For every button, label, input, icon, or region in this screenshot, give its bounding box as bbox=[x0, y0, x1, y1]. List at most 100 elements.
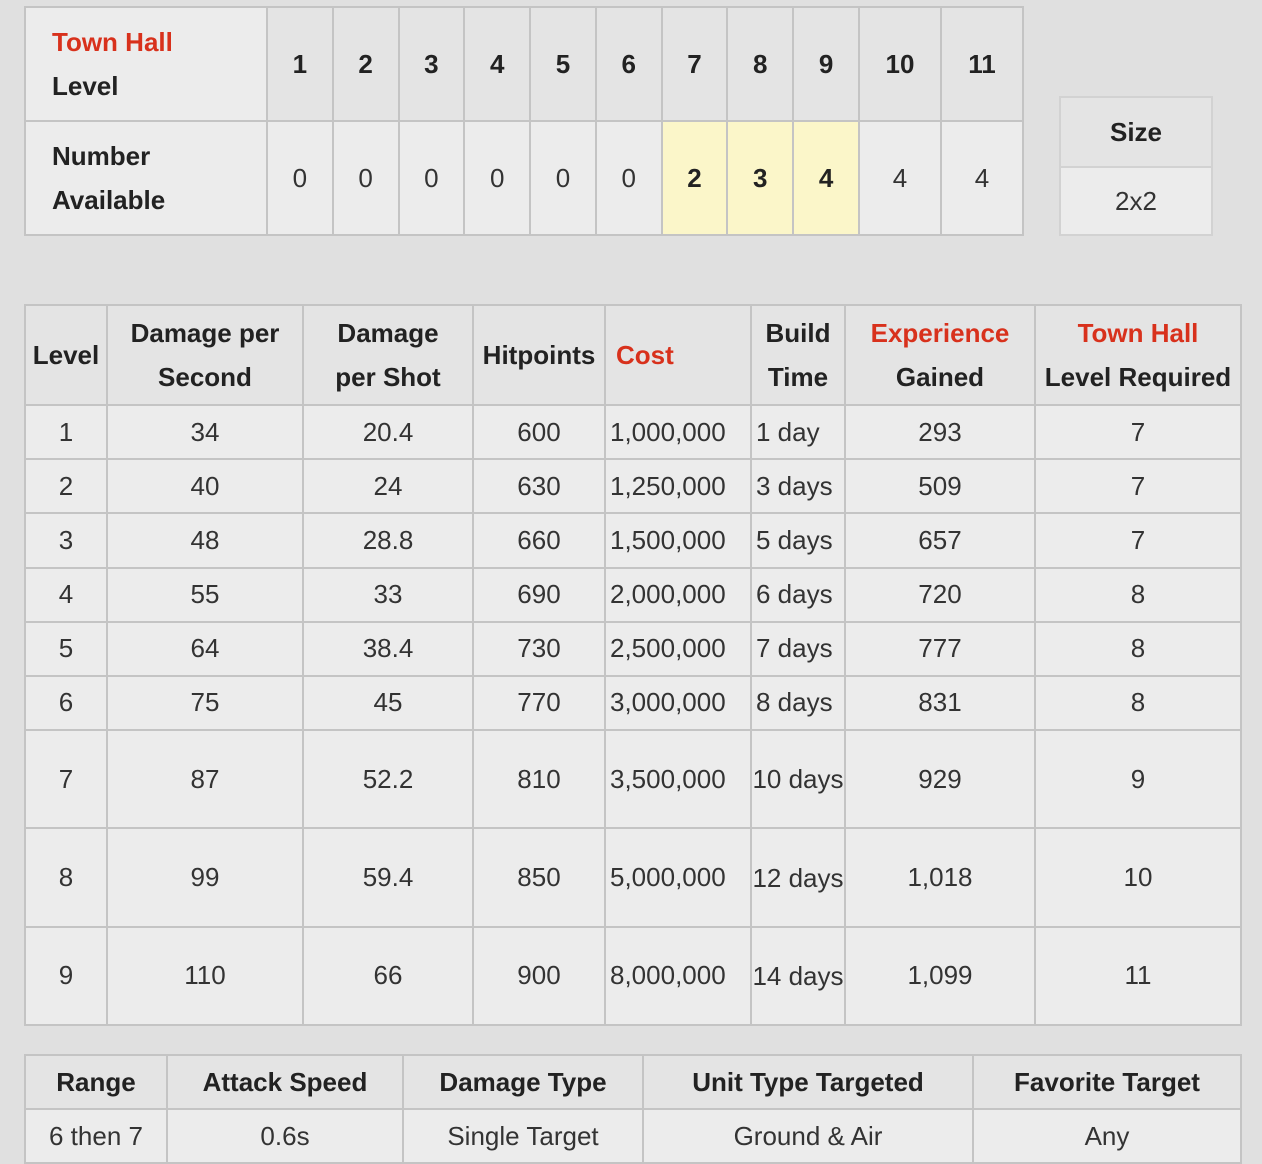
damage-per-shot-cell: 45 bbox=[302, 674, 474, 732]
count-cell: 0 bbox=[331, 120, 400, 236]
th-level-cell: 2 bbox=[331, 6, 400, 122]
town-hall-required-cell: 8 bbox=[1034, 674, 1242, 732]
hitpoints-cell: 630 bbox=[472, 458, 606, 515]
stats-header-row: Range Attack Speed Damage Type Unit Type… bbox=[24, 1054, 1242, 1110]
level-cell: 4 bbox=[24, 566, 108, 623]
build-time-cell: 1 day bbox=[750, 403, 846, 461]
count-cell-highlighted: 4 bbox=[792, 120, 860, 236]
level-label: Level bbox=[52, 71, 119, 101]
damage-per-shot-cell: 20.4 bbox=[302, 403, 474, 461]
col-range: Range bbox=[24, 1054, 168, 1110]
damage-per-shot-cell: 59.4 bbox=[302, 827, 474, 928]
level-cell: 6 bbox=[24, 674, 108, 732]
experience-cell: 1,099 bbox=[844, 925, 1036, 1027]
level-stats-table: Level Damage per Second Damage per Shot Hi… bbox=[24, 304, 1242, 1027]
level-row: 2 40 24 630 1,250,000 3 days 509 7 bbox=[24, 458, 1242, 515]
level-row: 5 64 38.4 730 2,500,000 7 days 777 8 bbox=[24, 620, 1242, 677]
col-build-time: Build Time bbox=[750, 304, 846, 406]
th-level-cell: 5 bbox=[529, 6, 597, 122]
damage-per-shot-cell: 52.2 bbox=[302, 729, 474, 830]
level-row: 3 48 28.8 660 1,500,000 5 days 657 7 bbox=[24, 512, 1242, 569]
count-cell: 0 bbox=[529, 120, 597, 236]
col-damage-type: Damage Type bbox=[402, 1054, 644, 1110]
town-hall-required-cell: 9 bbox=[1034, 729, 1242, 830]
level-cell: 5 bbox=[24, 620, 108, 677]
unit-type-targeted-value: Ground & Air bbox=[642, 1108, 974, 1164]
experience-cell: 293 bbox=[844, 403, 1036, 461]
dps-cell: 75 bbox=[106, 674, 304, 732]
build-time-cell: 3 days bbox=[750, 458, 846, 515]
dps-cell: 34 bbox=[106, 403, 304, 461]
damage-per-shot-cell: 66 bbox=[302, 925, 474, 1027]
hitpoints-cell: 810 bbox=[472, 729, 606, 830]
hitpoints-cell: 730 bbox=[472, 620, 606, 677]
experience-cell: 657 bbox=[844, 512, 1036, 569]
th-level-cell: 3 bbox=[397, 6, 466, 122]
experience-cell: 1,018 bbox=[844, 827, 1036, 928]
town-hall-required-cell: 10 bbox=[1034, 827, 1242, 928]
damage-per-shot-cell: 28.8 bbox=[302, 512, 474, 569]
hitpoints-cell: 770 bbox=[472, 674, 606, 732]
range-value: 6 then 7 bbox=[24, 1108, 168, 1164]
number-available-label: Number Available bbox=[24, 120, 268, 236]
count-cell: 0 bbox=[594, 120, 663, 236]
col-level: Level bbox=[24, 304, 108, 406]
count-cell-highlighted: 2 bbox=[660, 120, 729, 236]
town-hall-level-label: Town Hall Level bbox=[24, 6, 268, 122]
attack-speed-value: 0.6s bbox=[166, 1108, 404, 1164]
dps-cell: 99 bbox=[106, 827, 304, 928]
availability-count-row: Number Available 0 0 0 0 0 0 2 3 4 4 4 bbox=[24, 120, 1024, 236]
level-row: 7 87 52.2 810 3,500,000 10 days 929 9 bbox=[24, 729, 1242, 830]
col-hitpoints: Hitpoints bbox=[472, 304, 606, 406]
experience-cell: 929 bbox=[844, 729, 1036, 830]
cost-cell: 1,500,000 bbox=[604, 512, 752, 569]
damage-per-shot-cell: 38.4 bbox=[302, 620, 474, 677]
size-value: 2x2 bbox=[1059, 166, 1213, 236]
level-cell: 3 bbox=[24, 512, 108, 569]
attack-stats-table: Range Attack Speed Damage Type Unit Type… bbox=[24, 1054, 1242, 1164]
cost-cell: 1,000,000 bbox=[604, 403, 752, 461]
damage-per-shot-cell: 24 bbox=[302, 458, 474, 515]
dps-cell: 87 bbox=[106, 729, 304, 830]
col-unit-type-targeted: Unit Type Targeted bbox=[642, 1054, 974, 1110]
build-time-cell: 8 days bbox=[750, 674, 846, 732]
stats-value-row: 6 then 7 0.6s Single Target Ground & Air… bbox=[24, 1108, 1242, 1164]
col-experience: Experience Gained bbox=[844, 304, 1036, 406]
th-level-cell: 11 bbox=[940, 6, 1024, 122]
th-level-cell: 6 bbox=[594, 6, 663, 122]
hitpoints-cell: 600 bbox=[472, 403, 606, 461]
count-cell-highlighted: 3 bbox=[726, 120, 795, 236]
count-cell: 0 bbox=[266, 120, 334, 236]
town-hall-required-cell: 8 bbox=[1034, 566, 1242, 623]
availability-level-row: Town Hall Level 1 2 3 4 5 6 7 8 9 10 11 bbox=[24, 6, 1024, 122]
count-cell: 4 bbox=[858, 120, 942, 236]
cost-cell: 3,500,000 bbox=[604, 729, 752, 830]
col-dps: Damage per Second bbox=[106, 304, 304, 406]
th-level-cell: 10 bbox=[858, 6, 942, 122]
level-row: 6 75 45 770 3,000,000 8 days 831 8 bbox=[24, 674, 1242, 732]
cost-cell: 2,500,000 bbox=[604, 620, 752, 677]
damage-per-shot-cell: 33 bbox=[302, 566, 474, 623]
hitpoints-cell: 850 bbox=[472, 827, 606, 928]
level-row: 1 34 20.4 600 1,000,000 1 day 293 7 bbox=[24, 403, 1242, 461]
col-town-hall-required: Town Hall Level Required bbox=[1034, 304, 1242, 406]
th-level-cell: 4 bbox=[463, 6, 532, 122]
build-time-cell: 14 days bbox=[750, 925, 846, 1027]
size-table: Size 2x2 bbox=[1059, 96, 1213, 236]
count-cell: 0 bbox=[397, 120, 466, 236]
hitpoints-cell: 690 bbox=[472, 566, 606, 623]
level-cell: 1 bbox=[24, 403, 108, 461]
damage-type-value: Single Target bbox=[402, 1108, 644, 1164]
town-hall-required-cell: 11 bbox=[1034, 925, 1242, 1027]
cost-cell: 5,000,000 bbox=[604, 827, 752, 928]
favorite-target-value: Any bbox=[972, 1108, 1242, 1164]
cost-cell: 2,000,000 bbox=[604, 566, 752, 623]
dps-cell: 55 bbox=[106, 566, 304, 623]
col-favorite-target: Favorite Target bbox=[972, 1054, 1242, 1110]
level-cell: 7 bbox=[24, 729, 108, 830]
cost-cell: 1,250,000 bbox=[604, 458, 752, 515]
experience-cell: 831 bbox=[844, 674, 1036, 732]
experience-cell: 509 bbox=[844, 458, 1036, 515]
build-time-cell: 5 days bbox=[750, 512, 846, 569]
build-time-cell: 12 days bbox=[750, 827, 846, 928]
